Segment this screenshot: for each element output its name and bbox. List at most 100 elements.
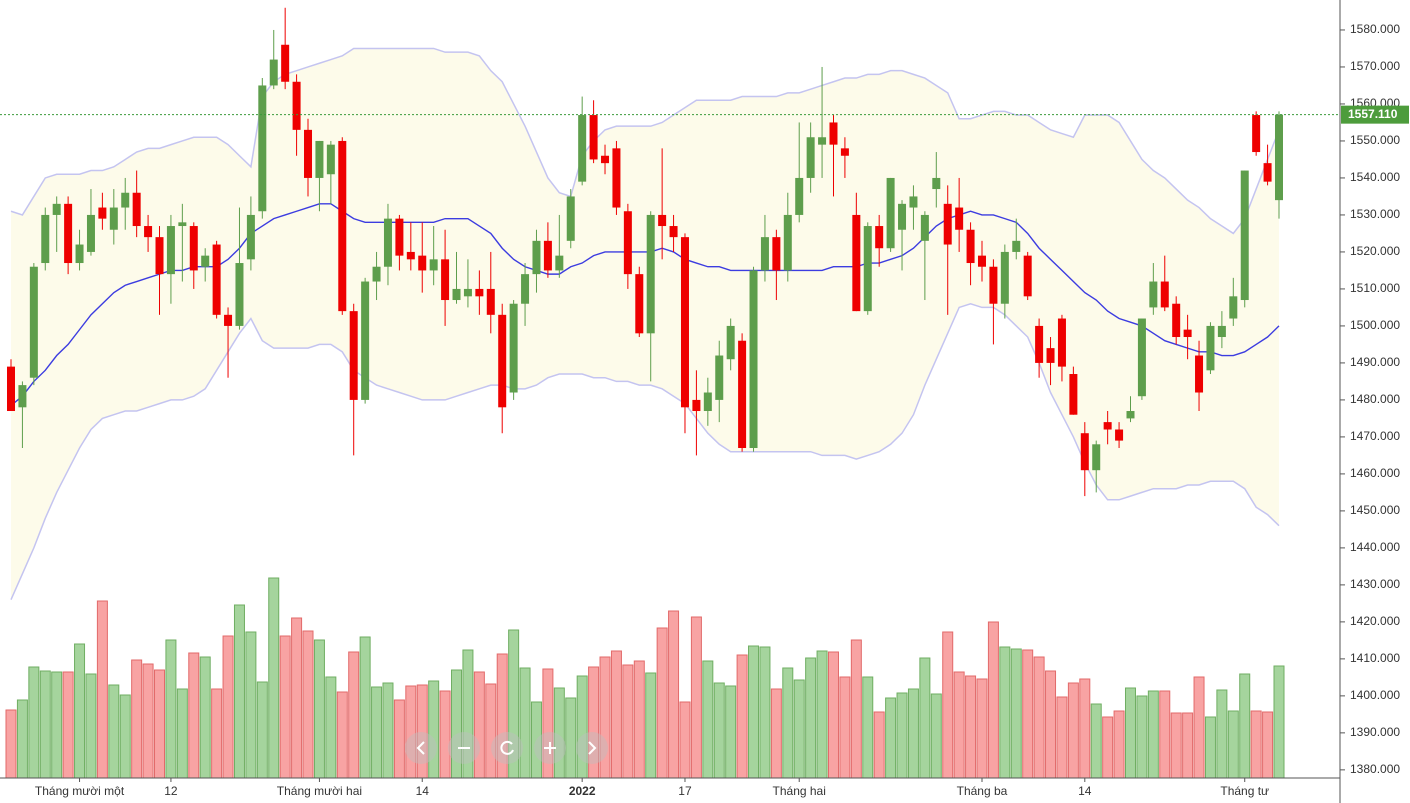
candle-body <box>86 214 95 252</box>
volume-bar <box>5 709 17 778</box>
volume-bar <box>1227 710 1239 778</box>
candle-body <box>818 137 827 145</box>
candle-body <box>441 259 450 301</box>
candle-body <box>1217 325 1226 338</box>
y-tick-label: 1470.000 <box>1350 429 1400 443</box>
volume-bar <box>211 688 223 778</box>
nav-zoom-in[interactable] <box>534 732 566 764</box>
candle-body <box>1263 163 1272 182</box>
candle-body <box>578 115 587 182</box>
volume-bar <box>165 639 177 778</box>
candle-body <box>566 196 575 241</box>
candle-body <box>806 137 815 178</box>
candle-body <box>395 218 404 256</box>
y-tick-label: 1430.000 <box>1350 577 1400 591</box>
candle-body <box>7 366 15 412</box>
volume-bar <box>1262 711 1274 778</box>
candle-body <box>1240 170 1249 301</box>
nav-reset[interactable] <box>491 732 523 764</box>
volume-bar <box>542 668 554 778</box>
volume-bar <box>816 650 828 778</box>
candle-body <box>840 148 849 156</box>
candle-body <box>932 177 941 190</box>
nav-buttons <box>405 732 608 764</box>
volume-bar <box>553 687 565 778</box>
volume-bar <box>633 660 645 778</box>
bb-upper-line <box>10 47 1280 235</box>
candle-body <box>1000 251 1009 304</box>
volume-bar <box>873 711 885 778</box>
volume-bar <box>748 645 760 778</box>
volume-bar <box>1250 710 1262 778</box>
y-tick-label: 1410.000 <box>1350 651 1400 665</box>
volume-bar <box>62 671 74 778</box>
y-tick-label: 1530.000 <box>1350 207 1400 221</box>
volume-bar <box>382 682 394 778</box>
candle-body <box>372 266 381 282</box>
y-tick-label: 1540.000 <box>1350 170 1400 184</box>
volume-bar <box>1159 690 1171 778</box>
nav-right[interactable] <box>576 732 608 764</box>
volume-bar <box>919 657 931 778</box>
x-tick-label: Tháng mười hai <box>277 784 362 798</box>
candle-body <box>52 203 61 215</box>
candle-body <box>1275 114 1283 201</box>
volume-bar <box>268 577 280 778</box>
volume-bar <box>713 682 725 778</box>
x-tick-label: 2022 <box>569 784 596 798</box>
volume-bar <box>96 600 108 778</box>
candle-body <box>692 399 701 412</box>
volume-bar <box>291 617 303 778</box>
candle-body <box>1092 444 1101 471</box>
volume-bar <box>1204 716 1216 778</box>
candle-body <box>1137 318 1146 397</box>
candle-body <box>361 281 370 400</box>
volume-bar <box>1136 695 1148 778</box>
candle-body <box>966 229 975 264</box>
volume-bar <box>839 676 851 778</box>
volume-bar <box>222 635 234 778</box>
volume-bar <box>462 649 474 778</box>
volume-bar <box>485 683 497 778</box>
volume-bar <box>679 701 691 778</box>
volume-bar <box>999 646 1011 778</box>
candle-body <box>1080 433 1089 471</box>
candle-body <box>304 129 313 178</box>
candle-body <box>452 288 461 301</box>
candle-body <box>612 148 621 208</box>
nav-zoom-out[interactable] <box>448 732 480 764</box>
volume-bar <box>668 610 680 778</box>
volume-bar <box>1239 673 1251 778</box>
candle-body <box>224 314 233 326</box>
volume-bar <box>702 660 714 778</box>
volume-bar <box>245 631 257 778</box>
candle-body <box>726 325 735 360</box>
volume-bar <box>405 685 417 778</box>
bb-lower-line <box>10 302 1280 600</box>
volume-bar <box>393 699 405 778</box>
x-tick-label: 14 <box>1078 784 1092 798</box>
candle-body <box>75 244 84 264</box>
candle-body <box>601 155 610 164</box>
candle-body <box>543 240 552 271</box>
plot-area <box>5 7 1285 778</box>
volume-bar <box>805 657 817 778</box>
volume-bar <box>1170 712 1182 778</box>
volume-bar <box>39 670 51 778</box>
candle-body <box>532 240 541 275</box>
candle-body <box>829 122 838 145</box>
candle-body <box>498 314 507 408</box>
candle-body <box>623 211 632 275</box>
volume-bar <box>1102 716 1114 778</box>
nav-left[interactable] <box>405 732 437 764</box>
candle-body <box>144 226 153 238</box>
volume-bar <box>1022 649 1034 778</box>
candle-body <box>429 259 438 271</box>
band-fill <box>11 48 1279 600</box>
volume-bar <box>770 688 782 778</box>
candle-body <box>772 237 781 271</box>
volume-bar <box>439 690 451 778</box>
volume-bar <box>371 686 383 778</box>
volume-bar <box>451 669 463 778</box>
